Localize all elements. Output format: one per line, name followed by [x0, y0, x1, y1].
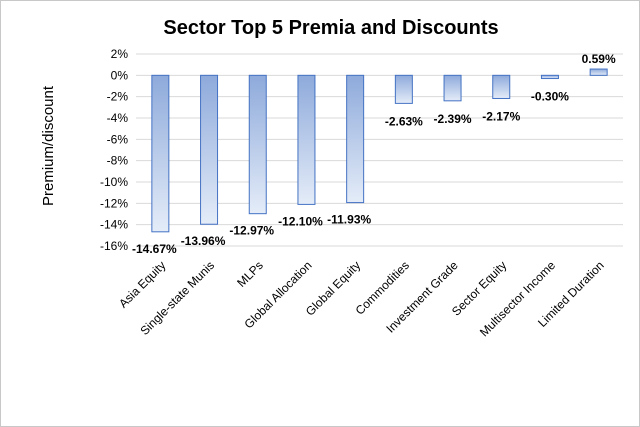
y-axis-label: Premium/discount [40, 85, 57, 206]
bar [492, 74, 511, 99]
data-label: -2.39% [434, 112, 472, 126]
category-label: MLPs [234, 258, 266, 290]
bar [248, 74, 267, 215]
data-labels: -14.67% -13.96%-12.97% -12.10% -11.93% -2.63… [132, 52, 616, 256]
bar [540, 74, 559, 80]
y-axis-ticks: 2% 0% -2% -4% -6% -8% -10% -12% -14% -16% [100, 47, 128, 253]
data-label: -13.96% [181, 234, 226, 248]
y-tick-label: -12% [100, 196, 128, 210]
bar [151, 74, 170, 233]
y-tick-label: 0% [111, 68, 129, 82]
data-label: -12.10% [278, 214, 323, 228]
y-tick-label: -4% [107, 111, 129, 125]
bars [151, 68, 608, 233]
data-label: 0.59% [582, 52, 616, 66]
y-tick-label: -2% [107, 90, 129, 104]
chart-title: Sector Top 5 Premia and Discounts [163, 17, 498, 39]
y-tick-label: -16% [100, 239, 128, 253]
data-label: -2.63% [385, 114, 423, 128]
y-tick-label: 2% [111, 47, 129, 61]
y-tick-label: -8% [107, 154, 129, 168]
data-label: -0.30% [531, 90, 569, 104]
data-label: -12.97% [229, 224, 274, 238]
data-label: -11.93% [327, 213, 371, 227]
bar [346, 74, 365, 204]
y-tick-label: -14% [100, 218, 128, 232]
bar [589, 68, 608, 76]
data-label: -14.67% [132, 242, 177, 256]
bar [443, 74, 462, 102]
bar [200, 74, 219, 225]
y-tick-label: -6% [107, 132, 129, 146]
y-tick-label: -10% [100, 175, 128, 189]
data-label: -2.17% [482, 109, 520, 123]
bar [394, 74, 413, 104]
category-label: Asia Equity [116, 258, 168, 310]
bar [297, 74, 316, 205]
